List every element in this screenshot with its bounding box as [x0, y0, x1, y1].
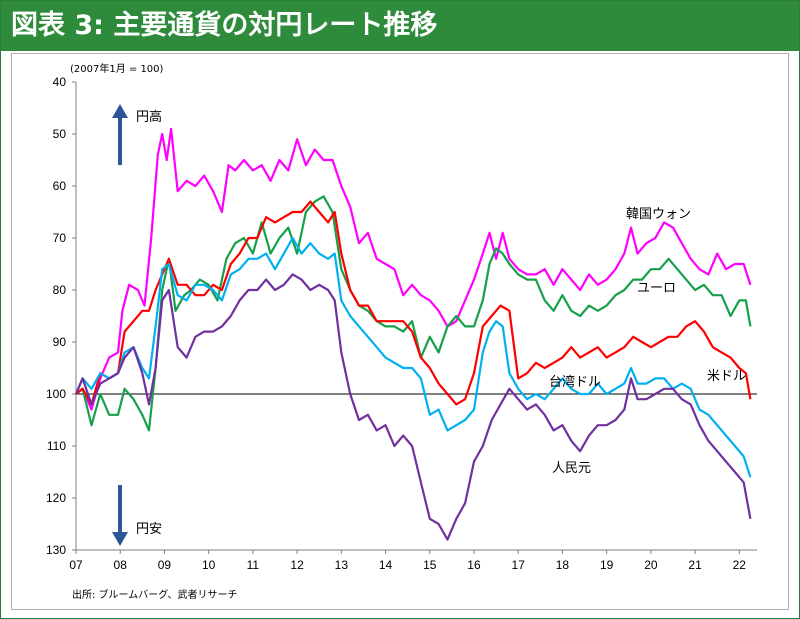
- x-tick-label: 09: [158, 558, 172, 572]
- x-tick-label: 19: [600, 558, 614, 572]
- x-tick-label: 21: [688, 558, 702, 572]
- series-line-4: [74, 273, 752, 541]
- series-label-4: 人民元: [552, 461, 591, 476]
- y-tick-label: 60: [53, 179, 67, 193]
- x-tick-label: 20: [644, 558, 658, 572]
- y-tick-label: 80: [53, 283, 67, 297]
- source-note: 出所: ブルームバーグ、武者リサーチ: [72, 588, 238, 601]
- x-tick-label: 18: [556, 558, 570, 572]
- y-tick-label: 110: [47, 439, 66, 453]
- series-label-3: 台湾ドル: [549, 374, 601, 390]
- x-tick-label: 07: [69, 558, 83, 572]
- series-label-2: 米ドル: [707, 369, 746, 384]
- down-arrow-icon: [112, 532, 128, 546]
- y-tick-label: 130: [46, 543, 66, 557]
- series-label-1: ユーロ: [637, 281, 676, 296]
- series-line-2: [75, 200, 752, 406]
- y-tick-label: 70: [53, 231, 67, 245]
- y-tick-label: 120: [46, 491, 66, 505]
- chart-area: [11, 53, 789, 610]
- x-tick-label: 17: [512, 558, 526, 572]
- unit-note: (2007年1月 = 100): [70, 62, 164, 75]
- x-tick-label: 15: [423, 558, 437, 572]
- up-arrow-label: 円高: [136, 109, 162, 125]
- x-tick-label: 13: [335, 558, 349, 572]
- x-tick-label: 22: [733, 558, 747, 572]
- series-label-0: 韓国ウォン: [626, 207, 691, 222]
- series-line-1: [75, 195, 752, 432]
- y-tick-label: 40: [53, 75, 67, 89]
- y-tick-label: 90: [53, 335, 67, 349]
- up-arrow-icon: [112, 104, 128, 118]
- series-line-3: [74, 236, 752, 478]
- x-tick-label: 08: [114, 558, 128, 572]
- y-tick-label: 50: [53, 127, 67, 141]
- page-title: 図表 3: 主要通貨の対円レート推移: [1, 1, 799, 51]
- x-tick-label: 11: [247, 558, 260, 572]
- series-line-0: [75, 127, 752, 411]
- chart-annotations: 円高 円安: [112, 104, 162, 546]
- x-tick-label: 12: [290, 558, 304, 572]
- y-tick-label: 100: [46, 387, 66, 401]
- down-arrow-label: 円安: [136, 522, 162, 537]
- x-tick-label: 10: [202, 558, 216, 572]
- x-tick-label: 16: [467, 558, 481, 572]
- x-tick-label: 14: [379, 558, 393, 572]
